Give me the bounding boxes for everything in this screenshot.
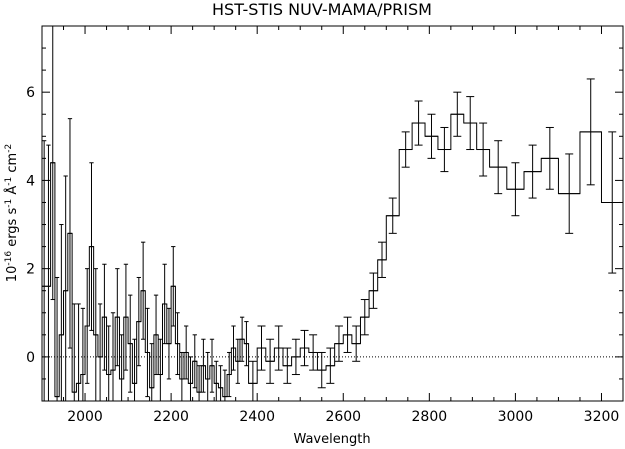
y-tick-label-6: 6 xyxy=(26,85,35,101)
x-tick-label-2400: 2400 xyxy=(239,409,275,425)
x-tick-label-2200: 2200 xyxy=(153,409,189,425)
x-tick-label-2800: 2800 xyxy=(412,409,448,425)
x-tick-label-2600: 2600 xyxy=(325,409,361,425)
plot-marks xyxy=(41,25,624,402)
x-tick-label-3000: 3000 xyxy=(498,409,534,425)
x-axis-label: Wavelength xyxy=(293,432,370,447)
chart-title: HST-STIS NUV-MAMA/PRISM xyxy=(212,0,432,19)
y-tick-label-2: 2 xyxy=(26,262,35,278)
y-tick-label-0: 0 xyxy=(26,350,35,366)
y-tick-label-4: 4 xyxy=(26,173,35,189)
plot-frame xyxy=(41,25,624,402)
x-tick-label-2000: 2000 xyxy=(67,409,103,425)
axis-ticks: 2000 2200 2400 2600 2800 3000 3200 0 2 4 6 xyxy=(26,25,624,425)
x-tick-label-3200: 3200 xyxy=(584,409,620,425)
spectrum-histogram xyxy=(41,113,624,401)
y-axis-label: 10-16 ergs s-1 Å-1 cm-2 xyxy=(4,144,20,282)
